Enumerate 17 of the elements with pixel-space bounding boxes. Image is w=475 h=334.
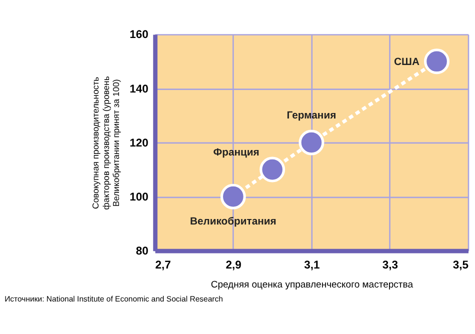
y-tick-label: 120 bbox=[130, 137, 148, 150]
y-tick-label: 160 bbox=[130, 29, 148, 42]
text: Источники: National Institute of Economic and Social Research bbox=[4, 294, 223, 304]
y-tick-label: 140 bbox=[130, 83, 148, 96]
annotation: США bbox=[394, 56, 420, 68]
annotation: Франция bbox=[213, 148, 260, 159]
x-tick-label: 3,3 bbox=[382, 259, 398, 272]
annotation: Великобритания bbox=[190, 216, 276, 228]
annotation: Германия bbox=[286, 110, 336, 122]
x-tick-label: 2,7 bbox=[155, 259, 171, 272]
x-tick-label: 3,5 bbox=[452, 259, 469, 272]
y-tick-label: 100 bbox=[130, 191, 148, 204]
x-tick-label: 2,9 bbox=[226, 259, 242, 272]
x-axis-title: Средняя оценка управленческого мастерства bbox=[210, 279, 414, 290]
x-tick-label: 3,1 bbox=[304, 259, 320, 272]
y-axis-title: Совокупная производительность факторов производства (уровень Великобритании принят за 100) bbox=[90, 76, 122, 210]
y-tick-label: 80 bbox=[136, 246, 148, 258]
